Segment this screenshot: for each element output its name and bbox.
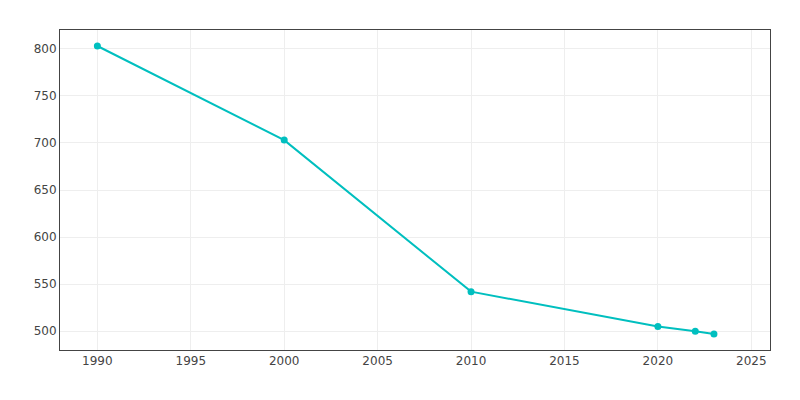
svg-text:650: 650 xyxy=(34,183,57,197)
svg-text:1990: 1990 xyxy=(82,354,113,368)
svg-text:800: 800 xyxy=(34,42,57,56)
svg-text:2015: 2015 xyxy=(549,354,580,368)
svg-text:500: 500 xyxy=(34,324,57,338)
svg-text:2020: 2020 xyxy=(643,354,674,368)
svg-text:1995: 1995 xyxy=(176,354,207,368)
svg-text:2000: 2000 xyxy=(269,354,300,368)
svg-text:2025: 2025 xyxy=(736,354,767,368)
svg-text:2005: 2005 xyxy=(362,354,393,368)
svg-text:550: 550 xyxy=(34,277,57,291)
svg-text:750: 750 xyxy=(34,89,57,103)
svg-text:700: 700 xyxy=(34,136,57,150)
svg-text:2010: 2010 xyxy=(456,354,487,368)
svg-text:600: 600 xyxy=(34,230,57,244)
